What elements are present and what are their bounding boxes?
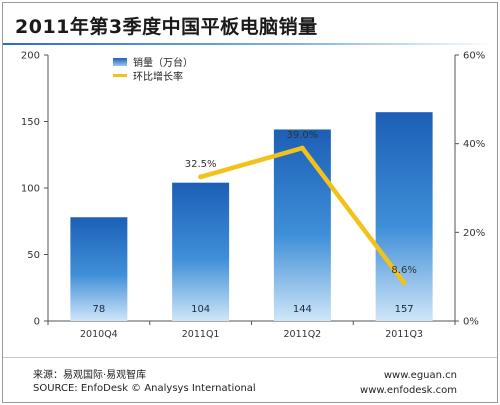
bar-2011Q3 xyxy=(375,112,433,321)
y-left-tick-label: 50 xyxy=(27,250,40,261)
growth-point-2011Q2 xyxy=(299,145,305,151)
bars-layer xyxy=(70,112,433,321)
x-tick-label: 2011Q2 xyxy=(284,329,322,340)
website-enfodesk: www.enfodesk.com xyxy=(360,385,457,396)
growth-point-2011Q3 xyxy=(401,280,407,286)
bar-value-label: 104 xyxy=(191,304,210,315)
chart-title: 2011年第3季度中国平板电脑销量 xyxy=(15,16,318,38)
legend-swatch-growth xyxy=(113,74,127,77)
y-left-tick-label: 150 xyxy=(21,117,40,128)
legend-label-growth: 环比增长率 xyxy=(133,70,183,83)
growth-value-label: 32.5% xyxy=(185,159,217,170)
x-tick-label: 2011Q3 xyxy=(385,329,423,340)
legend-label-sales: 销量（万台） xyxy=(133,56,193,69)
y-right-tick-label: 20% xyxy=(463,228,485,239)
growth-line-layer xyxy=(198,145,407,286)
bar-2011Q2 xyxy=(273,129,331,321)
bar-2011Q1 xyxy=(172,182,230,321)
y-left-tick-label: 100 xyxy=(21,184,40,195)
source-en: SOURCE: EnfoDesk © Analysys Internationa… xyxy=(33,383,256,394)
legend-swatch-sales xyxy=(113,58,127,66)
growth-point-2011Q1 xyxy=(198,174,204,180)
y-left-tick-label: 200 xyxy=(21,51,40,62)
bar-2010Q4 xyxy=(70,217,128,321)
growth-value-label: 39.0% xyxy=(286,130,318,141)
website-eguan: www.eguan.cn xyxy=(383,370,457,381)
title-underline xyxy=(3,43,497,45)
footer-divider xyxy=(3,357,497,358)
x-tick-label: 2011Q1 xyxy=(182,329,220,340)
growth-value-label: 8.6% xyxy=(391,265,416,276)
source-cn: 来源：易观国际·易观智库 xyxy=(33,370,147,381)
y-right-tick-label: 0% xyxy=(463,317,479,328)
y-right-tick-label: 60% xyxy=(463,51,485,62)
x-tick-label: 2010Q4 xyxy=(80,329,118,340)
bar-value-label: 78 xyxy=(93,304,106,315)
labels-layer: 78 104 144 157 32.5% 39.0% 8.6% xyxy=(93,130,417,315)
bar-value-label: 144 xyxy=(293,304,312,315)
bar-value-label: 157 xyxy=(395,304,414,315)
y-left-tick-label: 0 xyxy=(34,317,40,328)
y-right-tick-label: 40% xyxy=(463,139,485,150)
legend: 销量（万台） 环比增长率 xyxy=(113,56,193,83)
